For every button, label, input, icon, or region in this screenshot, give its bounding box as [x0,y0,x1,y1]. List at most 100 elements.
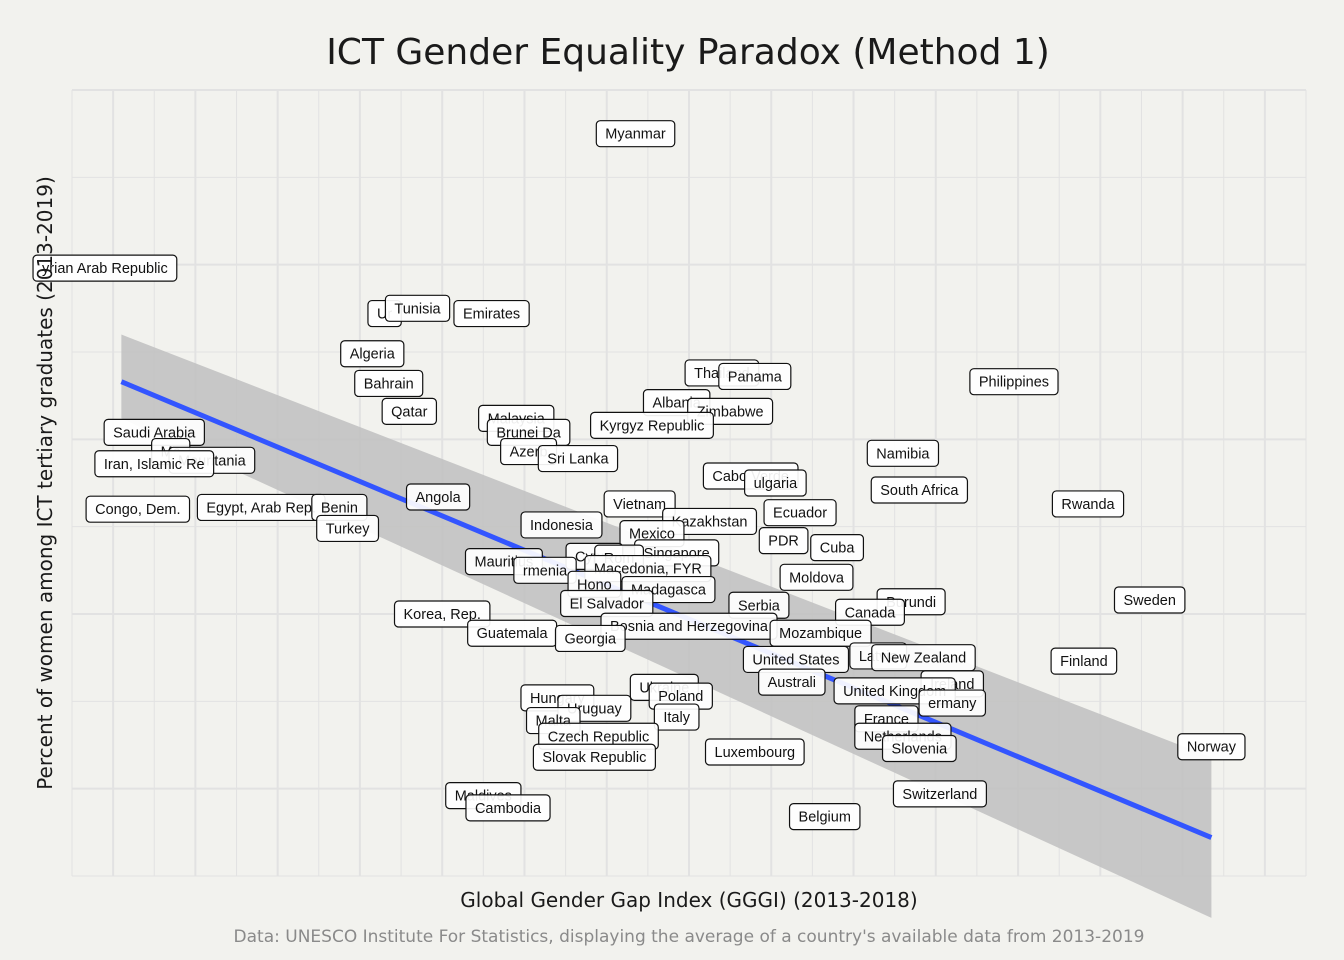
point-label-text: Slovenia [892,741,949,757]
point-label-box [340,340,405,368]
point-label-text: Guatemala [477,626,549,642]
point-label-text: Philippines [979,375,1049,391]
point-label-text: Mozambique [779,626,862,642]
point-label: United States [742,645,850,674]
point-label: Belgium [788,803,861,831]
point-label-box [94,450,215,478]
point-label-text: yrian Arab Republic [42,261,168,277]
point-label: Luxembourg [704,738,805,766]
point-label: Finland [1050,647,1118,675]
point-label: Sri Lanka [537,444,619,473]
point-label: yrian Arab Republic [32,254,178,282]
point-label-text: Algeria [350,347,396,363]
point-label: PDR [758,527,809,555]
point-label: Congo, Dem. [85,495,191,523]
point-label-text: rmenia [523,563,568,579]
point-label-text: Bahrain [364,376,414,392]
point-label-text: Turkey [326,521,371,537]
point-label: Ecuador [763,499,837,527]
point-label: ulgaria [744,469,807,497]
point-label-text: Hono [577,577,612,593]
point-label-box [918,689,987,717]
point-label-text: Congo, Dem. [95,502,180,518]
point-label-text: Sri Lanka [547,452,609,468]
point-label: Czech Republic [538,722,659,750]
point-label-text: Mexico [629,527,675,543]
point-label-text: Qatar [391,404,427,420]
point-label: Australi [758,668,826,696]
point-label-box [381,397,438,425]
point-label-text: Emirates [463,307,520,323]
point-label: Slovak Republic [532,743,656,771]
point-label: Iran, Islamic Re [94,450,215,478]
point-label-text: Namibia [876,446,930,462]
point-label-text: ermany [928,696,977,712]
point-label-text: South Africa [880,483,959,499]
point-label-text: Uruguay [567,701,623,717]
point-label: Qatar [381,397,438,425]
point-label-text: Serbia [738,598,781,614]
point-label: Switzerland [892,780,987,808]
point-label-text: Indonesia [530,518,594,534]
point-label-text: Saudi Arabia [113,425,196,441]
point-label: Angola [405,483,471,511]
point-label-box [393,600,491,628]
point-label-box [788,803,861,831]
point-label-box [354,369,424,398]
point-label: Sweden [1113,586,1186,614]
point-label-text: Brunei Da [496,425,561,441]
point-label-text: United States [752,652,839,668]
point-label: Cambodia [465,794,551,822]
point-label-box [758,668,826,696]
point-label-box [1177,733,1246,761]
point-label: South Africa [870,476,969,504]
point-label: Canada [834,598,905,626]
point-label: Turkey [316,514,380,543]
point-label: rmenia [513,556,577,584]
point-label: Algeria [340,340,405,368]
point-label: Benin [311,493,368,522]
point-label-text: Canada [845,605,897,621]
point-label-text: Belgium [799,810,851,826]
point-label-box [537,444,619,473]
point-label: Egypt, Arab Rep. [196,493,326,522]
point-label: Emirates [453,299,530,328]
point-label-box [758,527,809,555]
point-label-box [465,794,551,822]
point-label-text: Benin [321,500,358,516]
point-label-box [969,368,1059,396]
point-label: Bahrain [354,369,424,398]
point-label: Mozambique [769,619,872,647]
point-label: Korea, Rep. [393,600,491,628]
point-label-text: Egypt, Arab Rep. [206,500,316,516]
point-label-box [554,624,626,653]
point-label-box [763,499,837,527]
point-label-text: Angola [416,490,462,506]
point-label-box [779,563,854,591]
point-label-text: Sweden [1123,593,1175,609]
point-label-text: Korea, Rep. [404,607,481,623]
point-label: ermany [918,689,987,717]
point-label-box [892,780,987,808]
point-label: Myanmar [595,120,676,148]
point-label: Bosnia and Herzegovina [600,612,778,640]
point-label: Indonesia [520,511,603,539]
point-label-text: Panama [728,369,783,385]
point-label: Kyrgyz Republic [589,411,714,439]
point-label: Moldova [779,563,854,591]
x-axis-label: Global Gender Gap Index (GGGI) (2013-201… [460,888,917,912]
point-label-text: Myanmar [605,127,666,143]
point-label-text: New Zealand [881,651,966,667]
point-label-text: Australi [768,675,816,691]
point-label-box [866,439,940,467]
point-label: El Salvador [560,589,654,618]
point-label-text: Norway [1187,740,1237,756]
point-label-text: Czech Republic [548,729,650,745]
point-label-box [595,120,676,148]
point-label-box [870,476,969,504]
point-label-box [520,511,603,539]
point-label-text: Finland [1060,654,1108,670]
point-label-text: Moldova [789,570,845,586]
